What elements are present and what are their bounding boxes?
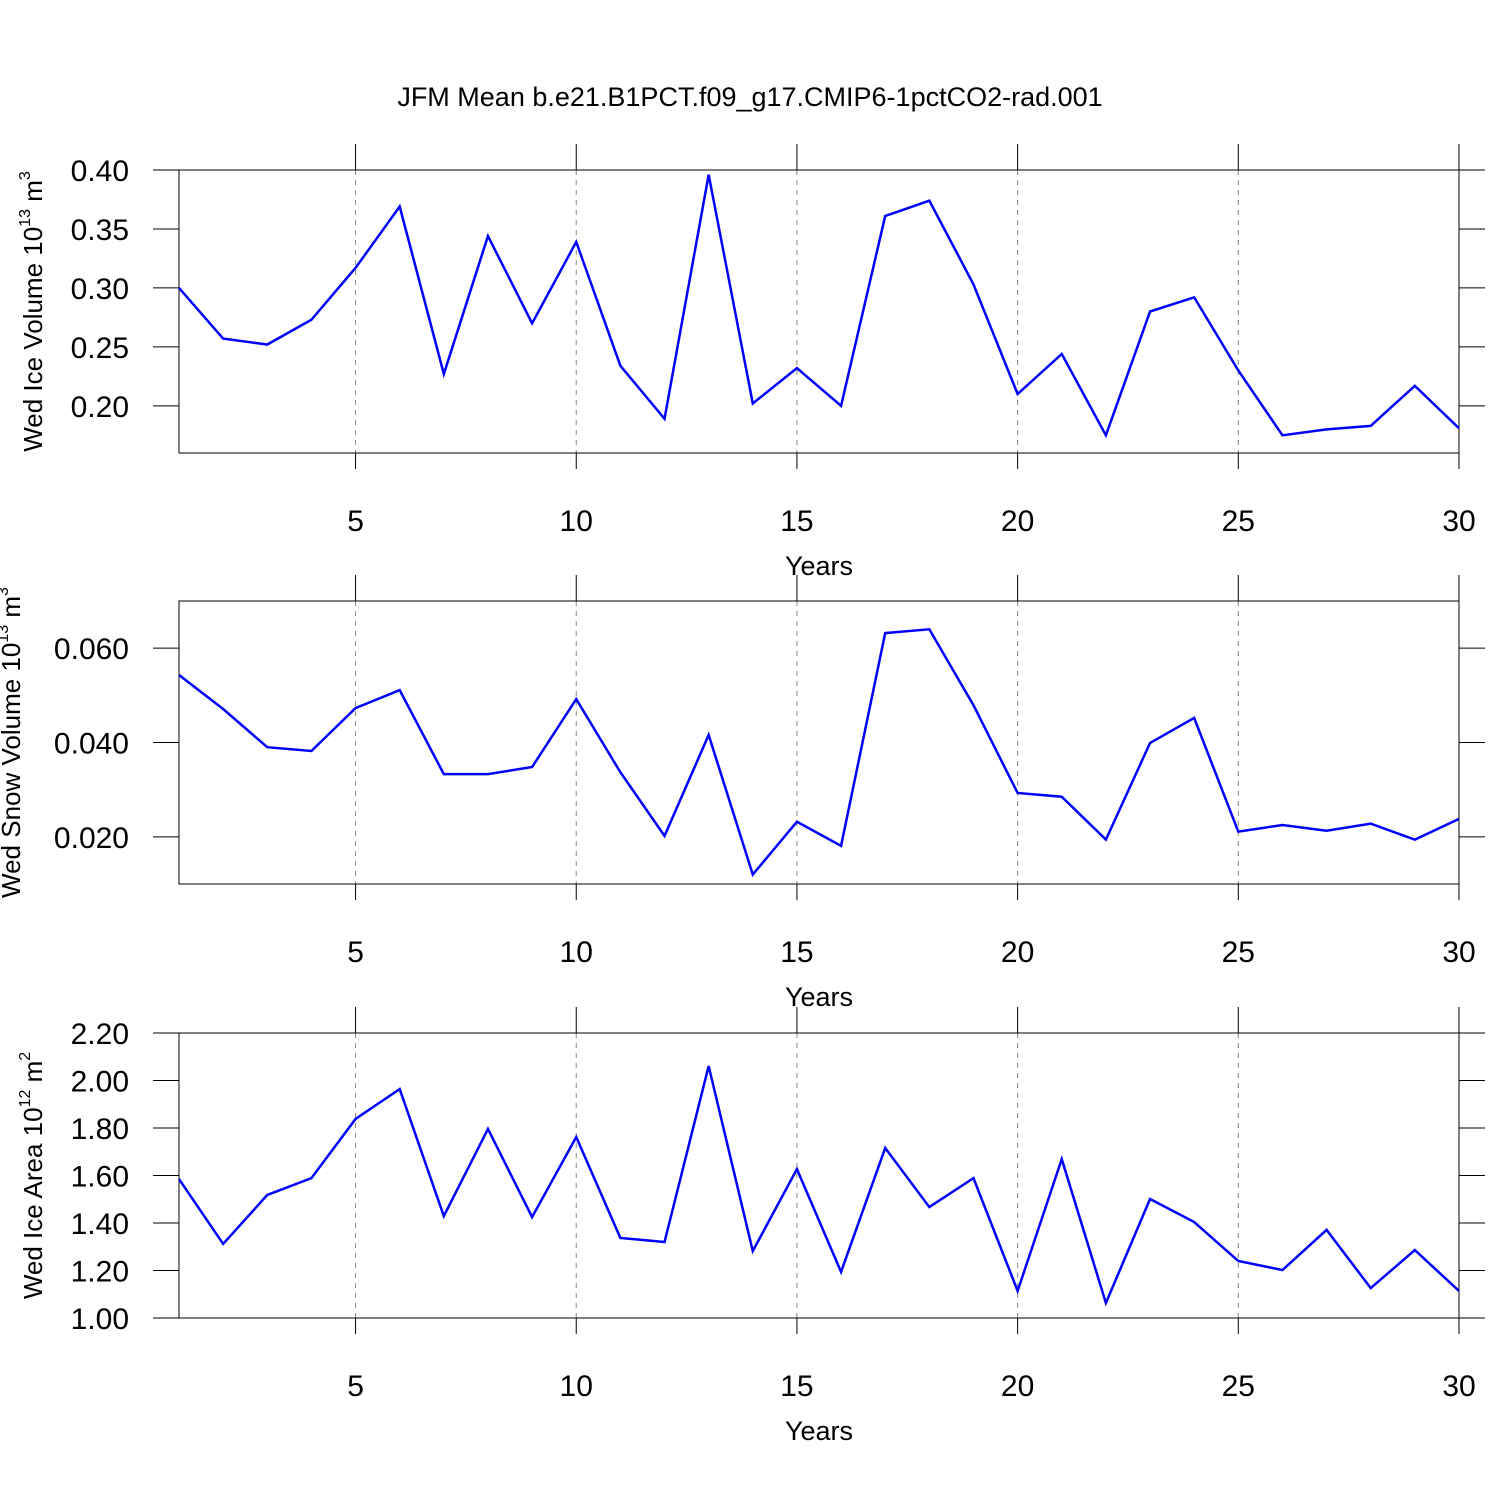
x-tick-label: 15 — [780, 505, 813, 538]
y-axis-label-exponent: 12 — [17, 1090, 34, 1108]
y-tick-label: 0.40 — [71, 155, 129, 188]
y-tick-label: 0.25 — [71, 332, 129, 365]
x-tick-label: 25 — [1222, 1370, 1255, 1403]
y-tick-label: 0.020 — [54, 822, 129, 855]
x-tick-label: 10 — [560, 936, 593, 969]
x-tick-label: 20 — [1001, 936, 1034, 969]
y-axis-label-part: Wed Ice Area 10 — [18, 1107, 48, 1299]
y-tick-label: 0.30 — [71, 273, 129, 306]
x-tick-label: 25 — [1222, 505, 1255, 538]
x-axis-label: Years — [785, 1416, 853, 1446]
y-axis-label-exponent: 3 — [17, 171, 34, 180]
x-tick-label: 5 — [347, 1370, 364, 1403]
y-axis-label-part: m — [18, 180, 48, 209]
x-tick-label: 30 — [1442, 505, 1475, 538]
plot-frame — [178, 600, 1460, 885]
x-axis-label: Years — [785, 551, 853, 581]
x-tick-label: 30 — [1442, 936, 1475, 969]
data-line — [178, 627, 1460, 878]
y-tick-label: 1.00 — [71, 1303, 129, 1336]
y-axis-label: Wed Ice Volume 1013 m3 — [17, 171, 48, 452]
x-axis-label: Years — [785, 982, 853, 1012]
x-tick-label: 5 — [347, 936, 364, 969]
y-tick-label: 0.040 — [54, 728, 129, 761]
y-axis-label-exponent: 2 — [17, 1052, 34, 1061]
data-line — [178, 174, 1460, 439]
figure-title: JFM Mean b.e21.B1PCT.f09_g17.CMIP6-1pctC… — [397, 82, 1102, 112]
y-axis-label-exponent: 13 — [0, 625, 12, 643]
y-axis-label-exponent: 3 — [0, 587, 12, 596]
x-tick-label: 10 — [560, 505, 593, 538]
y-axis-label-part: Wed Snow Volume 10 — [0, 643, 26, 898]
x-tick-label: 15 — [780, 936, 813, 969]
x-tick-label: 30 — [1442, 1370, 1475, 1403]
y-tick-label: 2.00 — [71, 1066, 129, 1099]
y-tick-label: 1.40 — [71, 1208, 129, 1241]
y-tick-label: 1.20 — [71, 1256, 129, 1289]
y-axis-label: Wed Snow Volume 1013 m3 — [0, 587, 26, 898]
y-axis-label-part: m — [18, 1061, 48, 1090]
y-axis-label-part: Wed Ice Volume 10 — [18, 227, 48, 452]
y-tick-label: 1.80 — [71, 1113, 129, 1146]
x-tick-label: 25 — [1222, 936, 1255, 969]
y-tick-label: 0.060 — [54, 633, 129, 666]
x-tick-label: 20 — [1001, 1370, 1034, 1403]
plot-frame — [178, 1032, 1460, 1319]
y-axis-label-part: m — [0, 596, 26, 625]
plot-frame — [178, 169, 1460, 454]
y-tick-label: 1.60 — [71, 1161, 129, 1194]
y-tick-label: 0.35 — [71, 214, 129, 247]
x-tick-label: 15 — [780, 1370, 813, 1403]
x-tick-label: 10 — [560, 1370, 593, 1403]
x-tick-label: 20 — [1001, 505, 1034, 538]
y-axis-label: Wed Ice Area 1012 m2 — [17, 1052, 48, 1299]
data-line — [177, 1065, 1460, 1307]
x-tick-label: 5 — [347, 505, 364, 538]
y-tick-label: 0.20 — [71, 391, 129, 424]
y-axis-label-exponent: 13 — [17, 209, 34, 227]
y-tick-label: 2.20 — [71, 1018, 129, 1051]
